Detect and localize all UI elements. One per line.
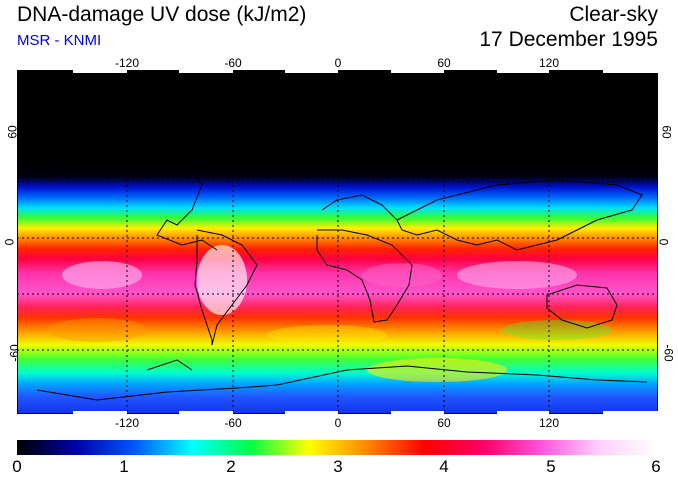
- lon-tick-top: 60: [437, 56, 451, 70]
- sky-condition-label: Clear-sky: [569, 3, 658, 26]
- data-source-label: MSR - KNMI: [17, 32, 102, 49]
- lon-tick-bottom: -60: [224, 416, 242, 430]
- colorbar-tick-label: 5: [546, 457, 556, 476]
- lat-tick-right: -60: [661, 344, 676, 362]
- colorbar-tick-label: 0: [12, 457, 22, 476]
- lon-tick-bottom: 0: [334, 416, 342, 430]
- lat-tick-left: 0: [2, 238, 17, 246]
- graticule: [17, 70, 658, 414]
- lon-tick-bottom: -120: [114, 416, 140, 430]
- colorbar-tick-label: 3: [333, 457, 343, 476]
- uv-dose-map: [17, 70, 658, 414]
- lat-tick-right: 60: [659, 125, 674, 139]
- map-title: DNA-damage UV dose (kJ/m2): [17, 3, 307, 26]
- lon-tick-bottom: 120: [538, 416, 560, 430]
- colorbar-tick-label: 6: [651, 457, 661, 476]
- lon-tick-top: -60: [224, 56, 242, 70]
- colorbar-tick-label: 4: [439, 457, 449, 476]
- lon-tick-top: 0: [334, 56, 342, 70]
- colorbar: [17, 440, 658, 455]
- colorbar-gradient: [17, 440, 658, 455]
- colorbar-tick-label: 1: [119, 457, 129, 476]
- lat-tick-right: 0: [656, 238, 671, 246]
- lon-tick-top: -120: [114, 56, 140, 70]
- lon-tick-top: 120: [538, 56, 560, 70]
- frame-tick-marks: [73, 70, 658, 414]
- lon-tick-bottom: 60: [437, 416, 451, 430]
- uv-dose-features: [47, 245, 612, 382]
- colorbar-tick-label: 2: [226, 457, 236, 476]
- date-label: 17 December 1995: [479, 28, 658, 51]
